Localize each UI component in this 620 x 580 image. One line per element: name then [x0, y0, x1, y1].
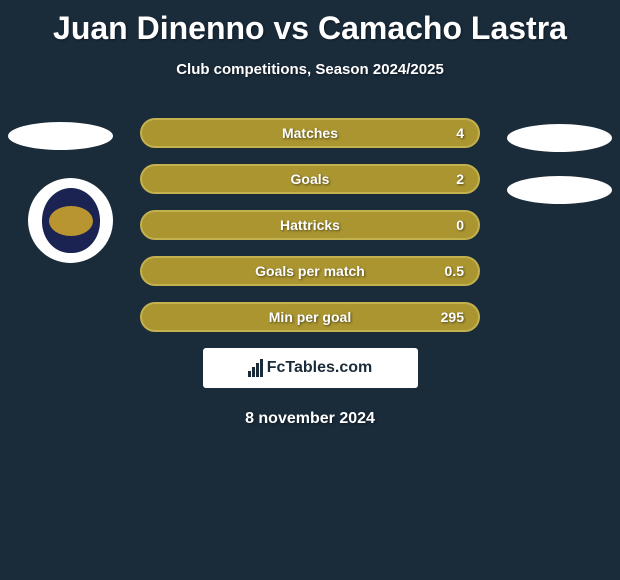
- club-logo-icon: [42, 188, 100, 253]
- side-oval: [8, 122, 113, 150]
- stat-value: 0.5: [445, 263, 464, 279]
- brand-text: FcTables.com: [267, 359, 373, 377]
- stat-row: Min per goal 295: [140, 302, 480, 332]
- stat-row: Matches 4: [140, 118, 480, 148]
- stat-row: Goals per match 0.5: [140, 256, 480, 286]
- brand-box[interactable]: FcTables.com: [203, 348, 418, 388]
- stat-label: Goals per match: [255, 263, 365, 279]
- stat-label: Hattricks: [280, 217, 340, 233]
- stat-value: 0: [456, 217, 464, 233]
- page-title: Juan Dinenno vs Camacho Lastra: [0, 0, 620, 47]
- stat-row: Hattricks 0: [140, 210, 480, 240]
- stat-value: 295: [441, 309, 464, 325]
- club-logo-face: [49, 206, 93, 236]
- stat-row: Goals 2: [140, 164, 480, 194]
- date-line: 8 november 2024: [0, 410, 620, 428]
- stat-label: Goals: [291, 171, 330, 187]
- club-logo-badge: [28, 178, 113, 263]
- stat-value: 2: [456, 171, 464, 187]
- subtitle: Club competitions, Season 2024/2025: [0, 61, 620, 78]
- side-oval: [507, 176, 612, 204]
- stat-label: Min per goal: [269, 309, 351, 325]
- stat-value: 4: [456, 125, 464, 141]
- side-oval: [507, 124, 612, 152]
- stat-label: Matches: [282, 125, 338, 141]
- bar-chart-icon: [248, 359, 263, 377]
